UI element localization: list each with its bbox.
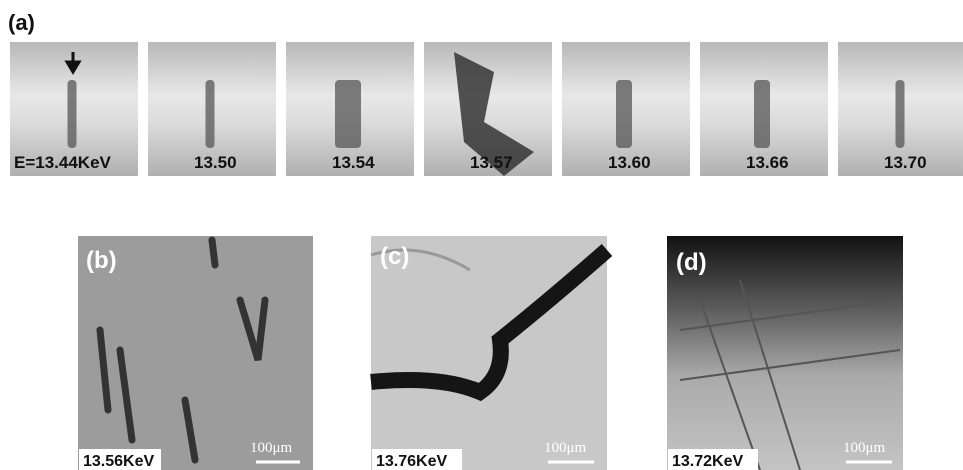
- frame-label: 13.50: [194, 153, 237, 172]
- frame-label: 13.54: [332, 153, 375, 172]
- crystal: [68, 80, 77, 148]
- panel-c: (c) 13.76KeV 100μm: [371, 236, 607, 470]
- scale-label: 100μm: [544, 440, 587, 456]
- crystal: [206, 80, 215, 148]
- crystal: [616, 80, 632, 148]
- energy-label: 13.72KeV: [672, 453, 743, 470]
- frame-row: E=13.44KeV 13.50 13.54 13.57 13.60 13.66 13.70: [10, 42, 963, 176]
- frame-label: 13.66: [746, 153, 789, 172]
- frame-label: 13.57: [470, 153, 513, 172]
- scale-label: 100μm: [250, 440, 293, 456]
- panel-label: (b): [86, 247, 117, 274]
- crystal: [754, 80, 770, 148]
- frame-label: 13.60: [608, 153, 651, 172]
- panel-b: (b) 13.56KeV 100μm: [78, 236, 313, 470]
- panel-label: (a): [8, 10, 35, 35]
- crystal: [896, 80, 905, 148]
- panel-label: (c): [380, 243, 409, 270]
- energy-label: 13.76KeV: [376, 453, 447, 470]
- crystal: [335, 80, 361, 148]
- figure: (a) E=13.44KeV 13.50 13.54 13.57 13.60 13.66 1…: [0, 0, 963, 470]
- scale-label: 100μm: [843, 440, 886, 456]
- frame-label: E=13.44KeV: [14, 153, 112, 172]
- panel-d: (d) 13.72KeV 100μm: [667, 236, 903, 470]
- frame-label: 13.70: [884, 153, 927, 172]
- energy-label: 13.56KeV: [83, 453, 154, 470]
- panel-label: (d): [676, 249, 707, 276]
